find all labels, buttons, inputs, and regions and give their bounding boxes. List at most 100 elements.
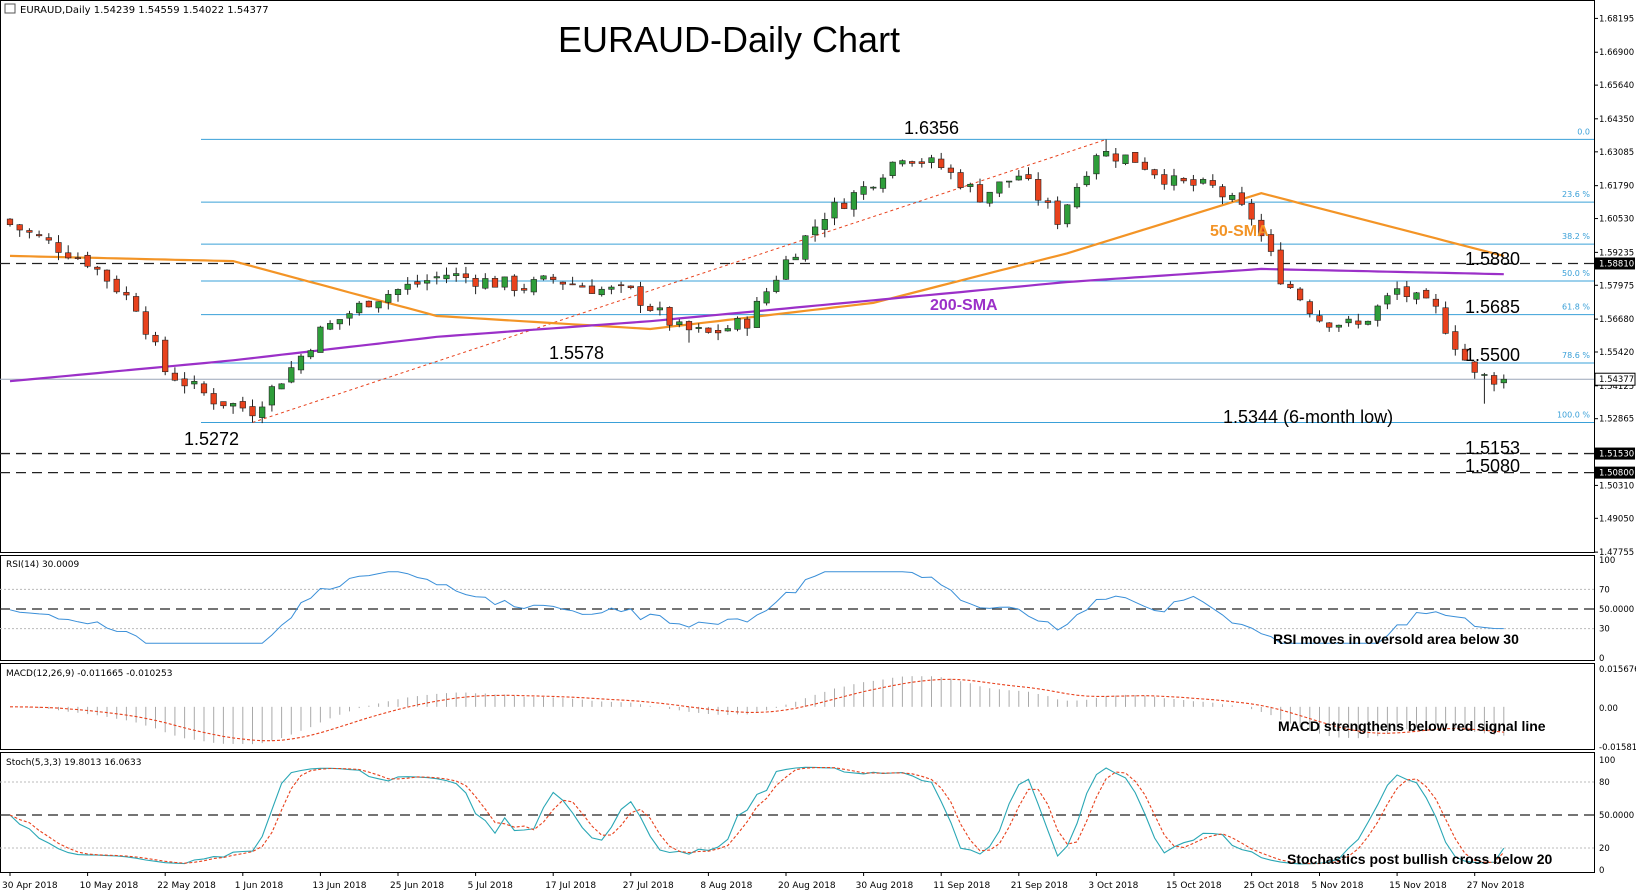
annotation-1508: 1.5080 bbox=[1465, 456, 1520, 476]
boxed-level-tag bbox=[1595, 466, 1635, 479]
candle-body bbox=[957, 172, 964, 188]
candle-body bbox=[1452, 331, 1459, 350]
fib-label-6: 100.0 % bbox=[1557, 410, 1590, 419]
sma50-label: 50-SMA bbox=[1210, 223, 1269, 240]
candle-body bbox=[326, 323, 334, 330]
candle-body bbox=[453, 273, 460, 276]
rsi-header: RSI(14) 30.0009 bbox=[6, 560, 79, 570]
candle-body bbox=[550, 276, 557, 280]
annotation-1515: 1.5153 bbox=[1465, 438, 1520, 458]
candle-body bbox=[113, 278, 120, 293]
candle-body bbox=[443, 274, 450, 280]
candle-body bbox=[1209, 180, 1216, 186]
candle-body bbox=[278, 383, 285, 390]
date-label: 15 Nov 2018 bbox=[1389, 881, 1447, 891]
candle-body bbox=[1219, 186, 1226, 198]
macd-axis-label: 0.00 bbox=[1599, 704, 1618, 714]
rsi-note: RSI moves in oversold area below 30 bbox=[1273, 631, 1519, 647]
candle-body bbox=[889, 161, 896, 176]
candle-body bbox=[676, 321, 683, 325]
candle-body bbox=[656, 307, 663, 311]
candle-body bbox=[1015, 175, 1022, 181]
candle-body bbox=[1180, 177, 1187, 182]
candle-body bbox=[637, 286, 644, 306]
candle-body bbox=[647, 305, 654, 311]
candle-body bbox=[1005, 180, 1013, 183]
candle-body bbox=[976, 184, 984, 203]
fib-label-1: 23.6 % bbox=[1562, 190, 1590, 199]
boxed-level-label: 1.50800 bbox=[1599, 469, 1634, 479]
candle-body bbox=[1491, 375, 1498, 385]
candle-body bbox=[1316, 315, 1323, 322]
current-price-label: 1.54377 bbox=[1599, 375, 1634, 385]
candle-body bbox=[1064, 204, 1071, 225]
current-price-tag bbox=[1594, 372, 1636, 386]
candle-body bbox=[200, 383, 208, 394]
candle-body bbox=[511, 275, 518, 291]
macd-panel-frame bbox=[0, 663, 1595, 750]
candle-body bbox=[1364, 320, 1372, 325]
candle-body bbox=[685, 321, 693, 331]
candle-body bbox=[1054, 200, 1061, 225]
rsi-panel-frame bbox=[0, 555, 1595, 661]
candle-body bbox=[860, 186, 867, 195]
rsi-axis-label: 70 bbox=[1599, 585, 1610, 595]
candle-body bbox=[249, 406, 256, 417]
price-axis-label: 1.68195 bbox=[1599, 14, 1634, 24]
candle-body bbox=[1394, 288, 1401, 295]
candle-body bbox=[1335, 324, 1342, 328]
date-label: 10 May 2018 bbox=[80, 881, 139, 891]
macd-note: MACD strengthens below red signal line bbox=[1278, 718, 1546, 734]
candle-body bbox=[588, 285, 596, 294]
candle-body bbox=[1161, 174, 1168, 185]
annotation-1568: 1.5685 bbox=[1465, 297, 1520, 317]
date-label: 13 Jun 2018 bbox=[312, 881, 366, 891]
boxed-level-tag bbox=[1595, 447, 1635, 460]
price-axis-label: 1.52865 bbox=[1599, 415, 1634, 425]
main-panel-frame bbox=[0, 0, 1595, 553]
date-label: 1 Jun 2018 bbox=[235, 881, 284, 891]
annotation-low-nov: 1.5344 (6-month low) bbox=[1223, 407, 1393, 427]
fib-label-2: 38.2 % bbox=[1562, 232, 1590, 241]
candle-body bbox=[928, 157, 935, 163]
candle-body bbox=[1297, 288, 1304, 301]
stoch-axis-label: 50.0000 bbox=[1599, 811, 1634, 821]
candle-body bbox=[491, 278, 499, 288]
annotation-1580: 1.5880 bbox=[1465, 249, 1520, 269]
date-label: 17 Jul 2018 bbox=[545, 881, 596, 891]
candle-body bbox=[627, 285, 634, 289]
candle-body bbox=[356, 302, 363, 314]
candle-body bbox=[714, 329, 722, 334]
candle-body bbox=[414, 281, 421, 285]
macd-axis-label: 0.015676 bbox=[1599, 665, 1636, 675]
candle-body bbox=[540, 275, 547, 280]
candle-body bbox=[365, 300, 373, 308]
candle-body bbox=[792, 256, 799, 261]
candle-body bbox=[1258, 219, 1265, 237]
candle-body bbox=[385, 293, 392, 303]
candle-body bbox=[831, 201, 838, 219]
candle-body bbox=[1277, 249, 1284, 285]
candle-body bbox=[666, 307, 673, 326]
symbol-header: EURAUD,Daily 1.54239 1.54559 1.54022 1.5… bbox=[20, 5, 269, 16]
candle-body bbox=[1287, 283, 1294, 289]
candle-body bbox=[1384, 295, 1391, 305]
candle-body bbox=[501, 276, 508, 288]
candle-body bbox=[1112, 153, 1119, 162]
candle-body bbox=[1423, 289, 1430, 299]
price-axis-label: 1.59235 bbox=[1599, 248, 1634, 258]
candle-body bbox=[84, 254, 91, 267]
candle-body bbox=[996, 181, 1003, 194]
candle-body bbox=[1200, 179, 1207, 184]
fib-label-5: 78.6 % bbox=[1562, 351, 1590, 360]
price-axis-label: 1.65640 bbox=[1599, 81, 1634, 91]
candle-body bbox=[6, 218, 14, 226]
candle-body bbox=[152, 334, 159, 343]
candle-body bbox=[35, 234, 43, 237]
fib-label-4: 61.8 % bbox=[1562, 303, 1590, 312]
rsi-axis-label: 0 bbox=[1599, 654, 1604, 664]
date-label: 21 Sep 2018 bbox=[1011, 881, 1068, 891]
stoch-axis-label: 20 bbox=[1599, 844, 1610, 854]
candle-body bbox=[423, 280, 431, 284]
